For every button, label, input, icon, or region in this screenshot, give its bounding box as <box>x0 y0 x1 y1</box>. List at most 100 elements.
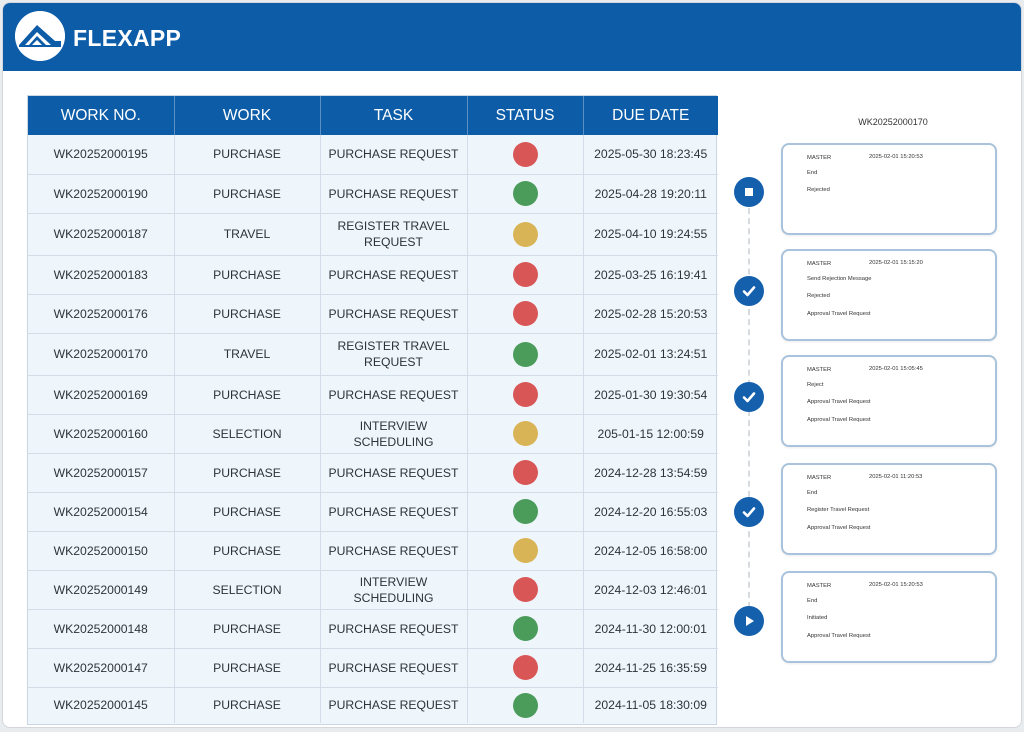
work-cell: TRAVEL <box>174 333 321 376</box>
status-indicator <box>512 181 538 206</box>
table-row[interactable]: WK20252000147 PURCHASE PURCHASE REQUEST 202… <box>28 648 718 688</box>
table-row[interactable]: WK20252000169 PURCHASE PURCHASE REQUEST 202… <box>28 375 718 415</box>
status-cell <box>467 492 584 532</box>
status-indicator <box>512 538 538 563</box>
status-indicator <box>512 301 538 326</box>
due-date-cell: 2024-11-05 18:30:09 <box>594 698 707 713</box>
card-line-1: End <box>807 490 818 496</box>
status-indicator <box>512 421 538 446</box>
column-header-status[interactable]: STATUS <box>467 96 584 135</box>
column-header-work-no[interactable]: WORK NO. <box>28 96 175 135</box>
table-row[interactable]: WK20252000183 PURCHASE PURCHASE REQUEST 202… <box>28 255 718 295</box>
mountain-logo-icon[interactable] <box>15 11 65 61</box>
work-no-cell: WK20252000195 <box>28 135 175 175</box>
table-row[interactable]: WK20252000187 TRAVEL REGISTER TRAVEL REQUE… <box>28 213 718 256</box>
status-cell <box>467 135 584 175</box>
table-row[interactable]: WK20252000145 PURCHASE PURCHASE REQUEST 202… <box>28 687 718 723</box>
task-cell: PURCHASE REQUEST <box>320 687 468 723</box>
check-icon <box>734 497 764 527</box>
due-date-cell: 2025-02-01 13:24:51 <box>583 333 718 376</box>
column-header-work[interactable]: WORK <box>174 96 321 135</box>
timeline-card[interactable]: MASTER 2025-02-01 15:20:53 End Initiated App… <box>781 571 997 663</box>
status-indicator <box>512 221 538 247</box>
card-timestamp: 2025-02-01 15:20:53 <box>869 154 923 160</box>
status-indicator <box>512 341 538 367</box>
card-line-2: Initiated <box>807 615 828 621</box>
status-cell <box>467 333 584 376</box>
work-no-cell: WK20252000170 <box>28 333 175 376</box>
column-header-due-date[interactable]: DUE DATE <box>583 96 718 135</box>
table-row[interactable]: WK20252000149 SELECTION INTERVIEW SCHEDULI… <box>28 570 718 610</box>
card-line-1: End <box>807 598 818 604</box>
card-line-2: Rejected <box>807 293 830 299</box>
work-no-cell: WK20252000190 <box>28 174 175 214</box>
table-row[interactable]: WK20252000190 PURCHASE PURCHASE REQUEST 202… <box>28 174 718 214</box>
status-cell <box>467 570 584 610</box>
status-indicator <box>512 460 538 485</box>
status-indicator <box>512 499 538 524</box>
task-cell: REGISTER TRAVEL REQUEST <box>320 333 468 376</box>
status-cell <box>467 213 584 256</box>
work-no-cell: WK20252000147 <box>28 648 175 688</box>
timeline-card[interactable]: MASTER 2025-02-01 15:05:45 Reject Approval … <box>781 355 997 447</box>
work-no-cell: WK20252000183 <box>28 255 175 295</box>
work-cell: SELECTION <box>174 414 321 454</box>
card-line-3: Approval Travel Request <box>807 417 871 423</box>
timeline-title: WK20252000170 <box>858 117 928 127</box>
table-row[interactable]: WK20252000170 TRAVEL REGISTER TRAVEL REQUE… <box>28 333 718 376</box>
work-no-cell: WK20252000187 <box>28 213 175 256</box>
work-cell: PURCHASE <box>174 648 321 688</box>
table-header-row: WORK NO. WORK TASK STATUS DUE DATE <box>28 96 718 135</box>
work-cell: PURCHASE <box>174 375 321 415</box>
due-date-cell: 2024-12-03 12:46:01 <box>583 570 718 610</box>
table-row[interactable]: WK20252000160 SELECTION INTERVIEW SCHEDULI… <box>28 414 718 454</box>
due-date-cell: 2025-02-28 15:20:53 <box>583 294 718 334</box>
due-date-cell: 2025-03-25 16:19:41 <box>583 255 718 295</box>
table-row[interactable]: WK20252000154 PURCHASE PURCHASE REQUEST 202… <box>28 492 718 532</box>
timeline-card[interactable]: MASTER 2025-02-01 15:15:20 Send Rejection … <box>781 249 997 341</box>
work-cell: PURCHASE <box>174 492 321 532</box>
due-date-cell: 2025-01-30 19:30:54 <box>583 375 718 415</box>
work-no-cell: WK20252000157 <box>28 453 175 493</box>
task-cell: PURCHASE REQUEST <box>320 648 468 688</box>
table-row[interactable]: WK20252000195 PURCHASE PURCHASE REQUEST 202… <box>28 135 718 175</box>
card-timestamp: 2025-02-01 15:20:53 <box>869 582 923 588</box>
check-icon <box>734 276 764 306</box>
due-date-cell: 2025-04-10 19:24:55 <box>583 213 718 256</box>
work-cell: PURCHASE <box>174 609 321 649</box>
app-title: FLEXAPP <box>73 25 182 51</box>
table-row[interactable]: WK20252000150 PURCHASE PURCHASE REQUEST 202… <box>28 531 718 571</box>
task-cell: INTERVIEW SCHEDULING <box>320 570 468 610</box>
app-header: FLEXAPP <box>3 3 1021 71</box>
due-date-cell: 2024-11-30 12:00:01 <box>583 609 718 649</box>
timeline-card[interactable]: MASTER 2025-02-01 15:20:53 End Rejected <box>781 143 997 235</box>
due-date-cell: 2024-12-20 16:55:03 <box>583 492 718 532</box>
card-line-1: End <box>807 170 818 176</box>
card-user: MASTER <box>807 583 832 589</box>
work-cell: SELECTION <box>174 570 321 610</box>
card-line-3: Approval Travel Request <box>807 525 871 531</box>
due-date-cell: 2024-12-05 16:58:00 <box>583 531 718 571</box>
card-line-2: Register Travel Request <box>807 507 870 513</box>
work-cell: PURCHASE <box>174 255 321 295</box>
work-no-cell: WK20252000150 <box>28 531 175 571</box>
table-row[interactable]: WK20252000148 PURCHASE PURCHASE REQUEST 202… <box>28 609 718 649</box>
card-line-3: Approval Travel Request <box>807 633 871 639</box>
work-no-cell: WK20252000176 <box>28 294 175 334</box>
card-user: MASTER <box>807 367 832 373</box>
status-indicator <box>512 382 538 407</box>
timeline-card[interactable]: MASTER 2025-02-01 11:20:53 End Register Tra… <box>781 463 997 555</box>
work-cell: PURCHASE <box>174 135 321 175</box>
work-no-cell: WK20252000145 <box>28 687 175 723</box>
table-row[interactable]: WK20252000176 PURCHASE PURCHASE REQUEST 202… <box>28 294 718 334</box>
status-cell <box>467 453 584 493</box>
work-table-container: WORK NO. WORK TASK STATUS DUE DATE WK202… <box>27 95 718 725</box>
status-indicator <box>512 262 538 287</box>
column-header-task[interactable]: TASK <box>320 96 468 135</box>
work-cell: PURCHASE <box>174 294 321 334</box>
table-row[interactable]: WK20252000157 PURCHASE PURCHASE REQUEST 202… <box>28 453 718 493</box>
work-no-cell: WK20252000154 <box>28 492 175 532</box>
work-no-cell: WK20252000169 <box>28 375 175 415</box>
due-date-cell: 2024-11-25 16:35:59 <box>583 648 718 688</box>
